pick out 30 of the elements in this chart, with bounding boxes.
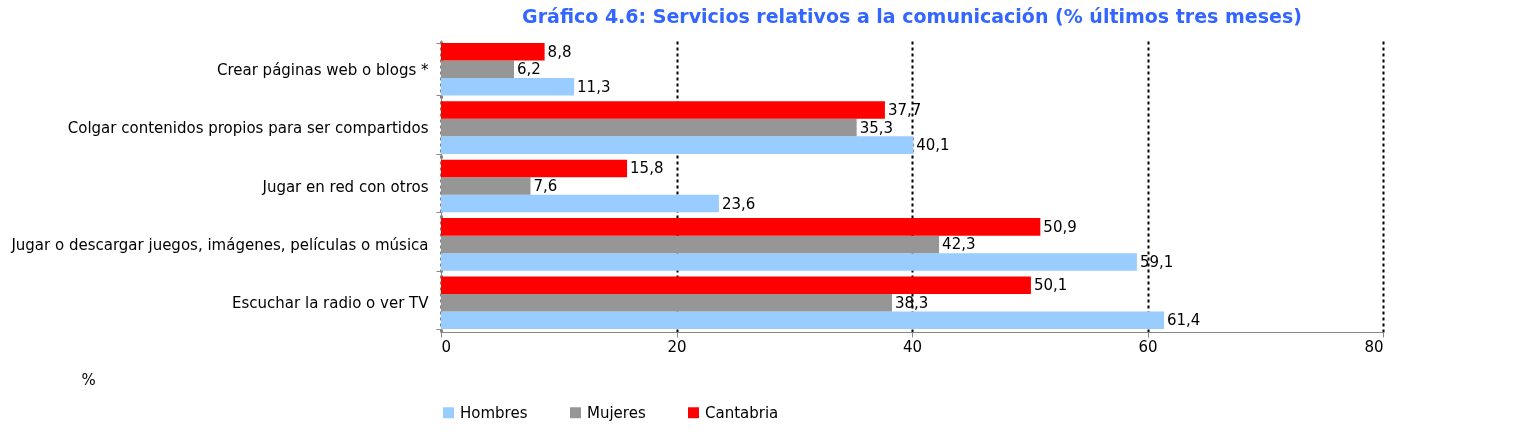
- legend-label: Mujeres: [587, 403, 646, 422]
- data-label: 61,4: [1166, 311, 1201, 330]
- y-tick-label: Escuchar la radio o ver TV: [232, 294, 430, 313]
- data-label: 37,7: [887, 101, 922, 120]
- x-tick-label: 0: [441, 337, 452, 356]
- y-tick-label: Jugar o descargar juegos, imágenes, películas o música: [10, 235, 429, 254]
- data-label: 59,1: [1139, 252, 1174, 271]
- data-label: 23,6: [721, 194, 756, 213]
- x-axis-title: %: [81, 370, 96, 389]
- data-label: 7,6: [533, 177, 558, 195]
- x-tick-label: 80: [1364, 337, 1384, 356]
- y-tick-label: Jugar en red con otros: [261, 177, 429, 196]
- legend-label: Hombres: [460, 403, 528, 422]
- x-tick-label: 40: [902, 337, 923, 356]
- x-tick-label: 60: [1138, 337, 1158, 356]
- data-label: 50,1: [1033, 276, 1068, 295]
- data-label: 15,8: [630, 159, 664, 178]
- data-label: 40,1: [916, 136, 950, 155]
- data-label: 42,3: [942, 235, 976, 254]
- data-label: 11,3: [577, 77, 611, 96]
- y-tick-label: Colgar contenidos propios para ser compartidos: [67, 119, 429, 138]
- data-label: 50,9: [1043, 217, 1077, 236]
- data-label: 6,2: [517, 60, 541, 79]
- data-label: 38,3: [894, 293, 929, 312]
- chart-title: Gráfico 4.6: Servicios relativos a la comunicación (% últimos tres meses): [522, 5, 1302, 27]
- y-tick-label: Crear páginas web o blogs *: [216, 60, 429, 79]
- data-label: 35,3: [859, 118, 894, 137]
- x-tick-label: 20: [667, 337, 687, 356]
- legend-label: Cantabria: [705, 403, 779, 422]
- data-label: 8,8: [547, 42, 572, 61]
